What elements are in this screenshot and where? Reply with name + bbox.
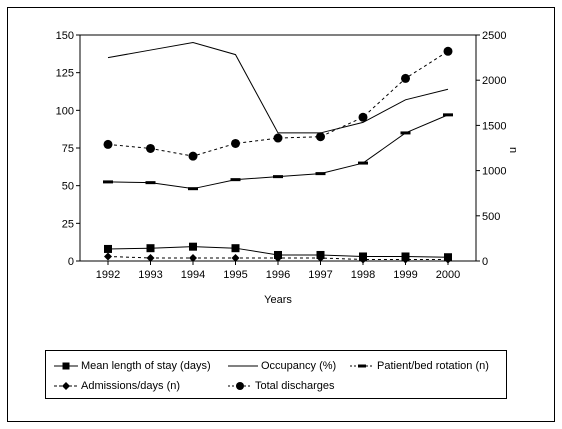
left-axis-tick-label: 150 xyxy=(56,30,74,42)
legend-swatch-circle-marker xyxy=(228,382,252,390)
legend-swatch-dash-marker xyxy=(350,364,374,368)
series-line-4 xyxy=(107,50,449,157)
left-axis-tick-label: 25 xyxy=(62,218,74,230)
line-chart: 0255075100125150050010001500200025001992… xyxy=(56,30,519,306)
data-point-dash xyxy=(103,180,113,184)
data-point-circle xyxy=(231,138,240,148)
x-axis-tick-label: 1997 xyxy=(308,269,332,281)
legend-swatch-square-marker xyxy=(54,362,78,370)
x-axis-tick-label: 1996 xyxy=(266,269,290,281)
data-point-dash xyxy=(358,161,368,165)
legend-item-total-discharges: Total discharges xyxy=(228,378,335,394)
data-point-diamond xyxy=(104,252,112,261)
data-point-diamond xyxy=(146,253,155,262)
data-point-dash xyxy=(230,178,241,182)
data-point-dash xyxy=(443,113,453,117)
chart-legend: Mean length of stay (days) Occupancy (%)… xyxy=(45,350,507,399)
right-axis-tick-label: 1500 xyxy=(482,120,506,132)
x-axis-title: Years xyxy=(264,294,292,306)
legend-label-patient-bed-rotation: Patient/bed rotation (n) xyxy=(377,360,489,372)
data-point-circle xyxy=(401,73,410,83)
right-axis-title: n xyxy=(507,147,519,153)
data-point-diamond xyxy=(231,253,240,262)
data-point-dash xyxy=(400,131,411,135)
legend-item-mean-length-of-stay: Mean length of stay (days) xyxy=(54,358,211,374)
data-point-diamond xyxy=(359,255,367,264)
data-point-circle xyxy=(316,132,325,142)
left-axis-tick-label: 50 xyxy=(62,181,74,193)
data-point-diamond xyxy=(189,253,197,262)
data-point-diamond xyxy=(274,253,282,262)
figure-frame xyxy=(7,7,555,422)
data-point-circle xyxy=(443,46,453,56)
data-point-dash xyxy=(145,181,156,185)
data-point-diamond xyxy=(444,255,452,264)
data-point-circle xyxy=(188,151,198,161)
legend-item-occupancy: Occupancy (%) xyxy=(228,358,336,374)
right-axis-tick-label: 2500 xyxy=(482,30,506,42)
data-point-square xyxy=(231,244,240,253)
legend-item-patient-bed-rotation: Patient/bed rotation (n) xyxy=(350,358,489,374)
right-axis-tick-label: 2000 xyxy=(482,75,506,87)
chart-series xyxy=(103,42,453,264)
data-point-circle xyxy=(103,139,113,149)
left-axis-tick-label: 0 xyxy=(68,256,74,268)
legend-label-admissions-days: Admissions/days (n) xyxy=(81,380,181,392)
x-axis-tick-label: 1994 xyxy=(181,269,205,281)
chart-axes: 0255075100125150050010001500200025001992… xyxy=(56,30,507,281)
right-axis-tick-label: 1000 xyxy=(482,166,506,178)
x-axis-tick-label: 1999 xyxy=(393,269,417,281)
legend-swatch-solid-line xyxy=(228,365,258,367)
x-axis-tick-label: 1992 xyxy=(96,269,120,281)
series-line-1 xyxy=(107,42,449,134)
legend-label-mean-length-of-stay: Mean length of stay (days) xyxy=(81,360,211,372)
data-point-diamond xyxy=(316,253,325,262)
x-axis-tick-label: 1993 xyxy=(138,269,162,281)
legend-item-admissions-days: Admissions/days (n) xyxy=(54,378,180,394)
legend-swatch-diamond-marker xyxy=(54,382,78,390)
right-axis-tick-label: 500 xyxy=(482,211,500,223)
data-point-circle xyxy=(358,112,368,122)
data-point-square xyxy=(189,242,197,251)
data-point-dash xyxy=(315,172,326,176)
left-axis-tick-label: 125 xyxy=(56,68,74,80)
x-axis-tick-label: 1998 xyxy=(351,269,375,281)
plot-area-border xyxy=(79,34,477,262)
data-point-square xyxy=(104,244,112,253)
x-axis-tick-label: 2000 xyxy=(436,269,460,281)
left-axis-tick-label: 75 xyxy=(62,143,74,155)
data-point-circle xyxy=(273,133,283,143)
right-axis-tick-label: 0 xyxy=(482,256,488,268)
data-point-square xyxy=(146,244,155,253)
legend-label-occupancy: Occupancy (%) xyxy=(261,360,337,372)
data-point-dash xyxy=(273,175,283,179)
left-axis-tick-label: 100 xyxy=(56,105,74,117)
data-point-diamond xyxy=(401,255,410,264)
x-axis-tick-label: 1995 xyxy=(223,269,247,281)
data-point-circle xyxy=(146,143,155,153)
legend-label-total-discharges: Total discharges xyxy=(255,380,335,392)
data-point-dash xyxy=(188,187,198,191)
